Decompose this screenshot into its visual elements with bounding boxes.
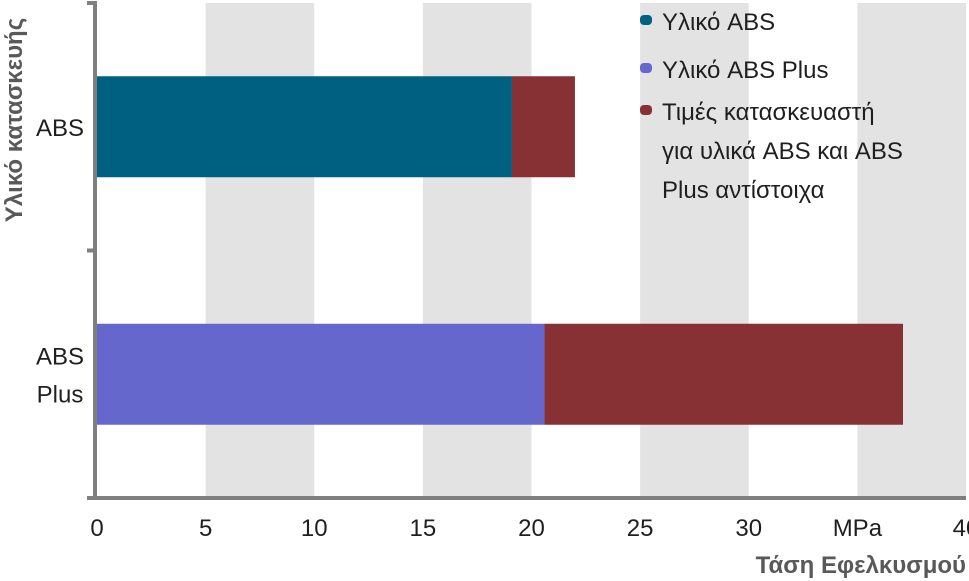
y-axis-title: Υλικό κατασκευής (1, 18, 28, 222)
x-tick-label: MPa (833, 515, 883, 542)
x-tick-label: 20 (518, 515, 545, 542)
category-labels: ABS ABS Plus (36, 115, 84, 409)
bar-2-series-3 (544, 323, 903, 425)
bar-1-series-3 (511, 76, 575, 178)
x-tick-label: 0 (90, 515, 103, 542)
category-label: ABS (36, 115, 84, 142)
bar-2-series-2 (97, 323, 545, 425)
category-label: ABS Plus (36, 343, 84, 408)
x-axis-title: Τάση Εφελκυσμού (756, 552, 966, 579)
bars (97, 76, 903, 425)
x-tick-label: 40 (953, 515, 969, 542)
legend-entry: Υλικό ABS (662, 9, 775, 36)
x-tick-labels: 0 5 10 15 20 25 30 MPa 40 (90, 515, 969, 542)
legend-swatch (640, 63, 652, 73)
legend-entry: Υλικό ABS Plus (662, 57, 828, 84)
legend: Υλικό ABS Υλικό ABS Plus Τιμές κατασκευαστ… (640, 9, 903, 204)
legend-swatch (640, 15, 652, 25)
x-tick-label: 10 (301, 515, 328, 542)
bar-1-series-1 (97, 76, 512, 178)
x-tick-label: 15 (410, 515, 437, 542)
x-tick-label: 30 (735, 515, 762, 542)
legend-swatch (640, 105, 652, 115)
axes (87, 1, 966, 500)
legend-entry: Τιμές κατασκευαστή για υλικά ABS και ABS P… (662, 99, 903, 204)
x-tick-label: 25 (627, 515, 654, 542)
x-tick-label: 5 (199, 515, 212, 542)
